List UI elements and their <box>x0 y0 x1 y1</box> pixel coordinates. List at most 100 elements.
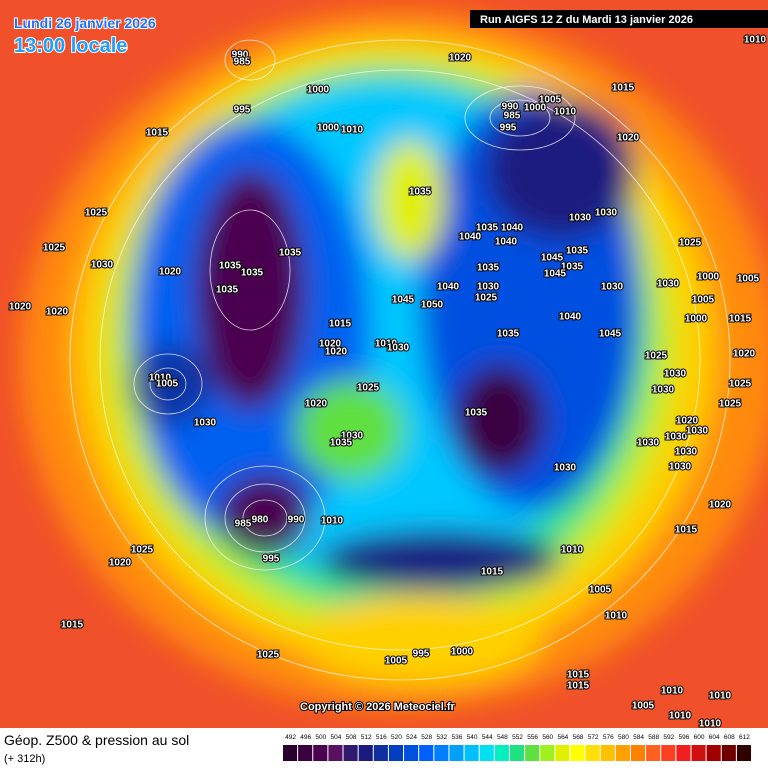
isobar-label: 1020 <box>709 500 732 511</box>
scale-swatch <box>419 745 434 761</box>
isobar-label: 1025 <box>357 383 380 394</box>
isobar-label: 1030 <box>686 426 709 437</box>
isobar-label: 1010 <box>321 516 344 527</box>
run-box <box>470 10 768 28</box>
scale-swatch <box>449 745 464 761</box>
isobar-label: 1035 <box>477 263 500 274</box>
isobar-label: 1015 <box>481 567 504 578</box>
isobar-label: 980 <box>252 515 269 526</box>
isobar-label: 1030 <box>664 369 687 380</box>
isobar-label: 1010 <box>561 545 584 556</box>
isobar-label: 1005 <box>156 379 179 390</box>
scale-label: 596 <box>678 734 689 741</box>
scale-label: 588 <box>648 734 659 741</box>
scale-swatch <box>540 745 555 761</box>
scale-label: 548 <box>497 734 508 741</box>
scale-label: 604 <box>709 734 720 741</box>
isobar-label: 1010 <box>744 35 767 46</box>
scale-label: 528 <box>421 734 432 741</box>
scale-swatch <box>721 745 736 761</box>
isobar-label: 1020 <box>325 347 348 358</box>
scale-label: 592 <box>663 734 674 741</box>
isobar-label: 1020 <box>449 53 472 64</box>
isobar-label: 1035 <box>279 248 302 259</box>
scale-swatch <box>494 745 509 761</box>
isobar-label: 1005 <box>539 95 562 106</box>
scale-label: 600 <box>694 734 705 741</box>
scale-swatch <box>570 745 585 761</box>
scale-swatch <box>676 745 691 761</box>
scale-label: 580 <box>618 734 629 741</box>
scale-swatch <box>298 745 313 761</box>
isobar-label: 1020 <box>46 307 69 318</box>
isobar-label: 995 <box>263 554 280 565</box>
isobar-label: 1010 <box>554 107 577 118</box>
isobar-label: 1030 <box>652 385 675 396</box>
isobar-label: 1010 <box>149 373 172 384</box>
isobar-label: 1000 <box>307 85 330 96</box>
isobar-label: 1030 <box>601 282 624 293</box>
scale-swatch <box>283 745 298 761</box>
isobar-label: 1025 <box>475 293 498 304</box>
isobar-label: 1030 <box>637 438 660 449</box>
scale-swatch <box>555 745 570 761</box>
scale-swatch <box>691 745 706 761</box>
scale-label: 564 <box>557 734 568 741</box>
isobar-label: 1010 <box>605 611 628 622</box>
isobar-label: 1030 <box>657 279 680 290</box>
scale-label: 524 <box>406 734 417 741</box>
isobar-label: 985 <box>504 111 521 122</box>
isobar-label: 1020 <box>319 339 342 350</box>
isobar-label: 1020 <box>109 558 132 569</box>
isobar-label: 1035 <box>216 285 239 296</box>
isobar-label: 1035 <box>497 329 520 340</box>
map-background <box>0 0 768 728</box>
scale-label: 500 <box>315 734 326 741</box>
isobar-label: 1045 <box>392 295 415 306</box>
isobar-label: 1015 <box>612 83 635 94</box>
isobar-label: 1000 <box>317 123 340 134</box>
scale-swatch <box>313 745 328 761</box>
isobar-label: 1035 <box>561 262 584 273</box>
isobar-label: 1045 <box>544 269 567 280</box>
isobar-label: 1000 <box>697 272 720 283</box>
isobar-label: 1005 <box>632 701 655 712</box>
scale-label: 568 <box>573 734 584 741</box>
isobar-label: 1020 <box>159 267 182 278</box>
isobar-label: 1005 <box>737 274 760 285</box>
isobar-label: 1025 <box>85 208 108 219</box>
isobar-label: 1040 <box>501 223 524 234</box>
isobar-label: 1015 <box>567 681 590 692</box>
isobar-label: 1045 <box>599 329 622 340</box>
scale-label: 496 <box>300 734 311 741</box>
isobar-label: 1025 <box>729 379 752 390</box>
isobar-label: 1040 <box>559 312 582 323</box>
isobar-label: 1045 <box>541 253 564 264</box>
isobar-label: 995 <box>413 649 430 660</box>
color-scale: 492 496 500 504 508 512 516 520 524 528 532 536 540 5… <box>283 734 751 761</box>
isobar-label: 1010 <box>709 691 732 702</box>
scale-label: 608 <box>724 734 735 741</box>
scale-label: 576 <box>603 734 614 741</box>
isobar-label: 1015 <box>675 525 698 536</box>
isobar-label: 1020 <box>617 133 640 144</box>
isobar-label: 1030 <box>569 213 592 224</box>
scale-label: 508 <box>346 734 357 741</box>
isobar-label: 1010 <box>661 686 684 697</box>
isobar-label: 985 <box>234 57 251 68</box>
isobar-label: 1005 <box>385 656 408 667</box>
isobar-label: 990 <box>502 102 519 113</box>
scale-swatch <box>525 745 540 761</box>
isobar-label: 1000 <box>524 103 547 114</box>
scale-swatch <box>585 745 600 761</box>
isobar-label: 1050 <box>421 300 444 311</box>
isobar-label: 1030 <box>675 447 698 458</box>
isobar-label: 1010 <box>699 719 722 730</box>
scale-swatch <box>600 745 615 761</box>
isobar-label: 1020 <box>305 399 328 410</box>
scale-label: 536 <box>452 734 463 741</box>
scale-label: 556 <box>527 734 538 741</box>
scale-swatch <box>646 745 661 761</box>
isobar-label: 1025 <box>679 238 702 249</box>
